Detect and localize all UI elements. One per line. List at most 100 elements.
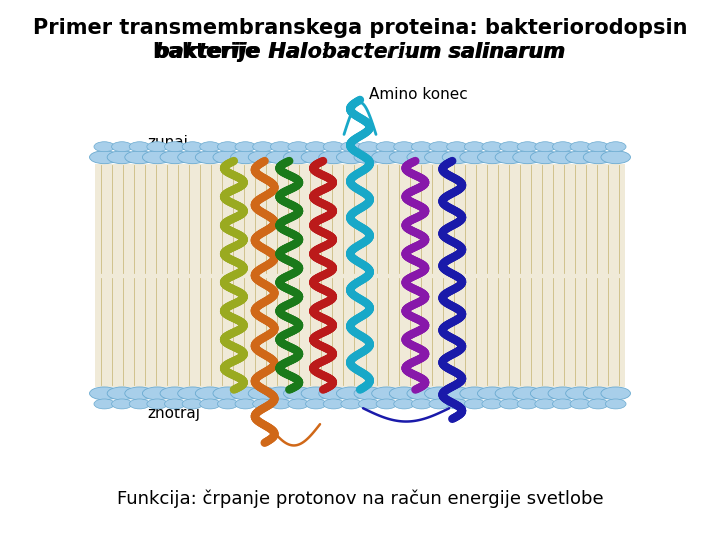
Ellipse shape: [425, 151, 454, 164]
Ellipse shape: [107, 151, 137, 164]
Text: bakterije: bakterije: [303, 42, 417, 62]
Ellipse shape: [160, 387, 189, 400]
Ellipse shape: [429, 141, 450, 152]
Ellipse shape: [164, 399, 185, 409]
Ellipse shape: [513, 151, 542, 164]
Ellipse shape: [129, 399, 150, 409]
Ellipse shape: [248, 387, 278, 400]
Ellipse shape: [601, 151, 631, 164]
Text: Funkcija: črpanje protonov na račun energije svetlobe: Funkcija: črpanje protonov na račun ener…: [117, 489, 603, 508]
Ellipse shape: [464, 141, 485, 152]
Ellipse shape: [323, 141, 344, 152]
Bar: [96, 164, 624, 387]
Ellipse shape: [284, 387, 313, 400]
Ellipse shape: [143, 151, 172, 164]
Ellipse shape: [535, 399, 556, 409]
Ellipse shape: [376, 399, 397, 409]
Text: Amino konec: Amino konec: [369, 87, 468, 102]
Ellipse shape: [160, 151, 189, 164]
Ellipse shape: [323, 399, 344, 409]
Ellipse shape: [588, 399, 608, 409]
Ellipse shape: [89, 151, 119, 164]
Ellipse shape: [495, 387, 525, 400]
Ellipse shape: [195, 387, 225, 400]
Ellipse shape: [429, 399, 450, 409]
Ellipse shape: [601, 387, 631, 400]
Ellipse shape: [359, 399, 379, 409]
Ellipse shape: [570, 399, 591, 409]
Ellipse shape: [390, 387, 419, 400]
Ellipse shape: [217, 399, 238, 409]
Ellipse shape: [531, 151, 560, 164]
Ellipse shape: [301, 387, 330, 400]
Ellipse shape: [407, 151, 436, 164]
Ellipse shape: [442, 151, 472, 164]
Ellipse shape: [341, 399, 361, 409]
Ellipse shape: [213, 387, 243, 400]
Ellipse shape: [147, 399, 168, 409]
Ellipse shape: [570, 141, 591, 152]
Ellipse shape: [129, 141, 150, 152]
Text: Primer transmembranskega proteina: bakteriorodopsin: Primer transmembranskega proteina: bakte…: [32, 18, 688, 38]
Ellipse shape: [517, 141, 538, 152]
Ellipse shape: [477, 387, 507, 400]
Ellipse shape: [288, 399, 309, 409]
Ellipse shape: [394, 399, 415, 409]
Text: Halobacterium salinarum: Halobacterium salinarum: [269, 42, 566, 62]
Ellipse shape: [517, 399, 538, 409]
Ellipse shape: [341, 141, 361, 152]
Ellipse shape: [535, 141, 556, 152]
Ellipse shape: [199, 399, 220, 409]
Ellipse shape: [588, 141, 608, 152]
Ellipse shape: [513, 387, 542, 400]
Ellipse shape: [147, 141, 168, 152]
Ellipse shape: [125, 387, 154, 400]
Ellipse shape: [319, 387, 348, 400]
Ellipse shape: [372, 387, 401, 400]
Ellipse shape: [89, 387, 119, 400]
Ellipse shape: [446, 399, 467, 409]
Ellipse shape: [583, 151, 613, 164]
Ellipse shape: [107, 387, 137, 400]
Ellipse shape: [442, 387, 472, 400]
Ellipse shape: [606, 141, 626, 152]
Ellipse shape: [270, 399, 291, 409]
Ellipse shape: [495, 151, 525, 164]
Ellipse shape: [178, 151, 207, 164]
Ellipse shape: [460, 387, 490, 400]
Ellipse shape: [566, 151, 595, 164]
Ellipse shape: [477, 151, 507, 164]
Ellipse shape: [112, 399, 132, 409]
Text: znotraj: znotraj: [148, 406, 201, 421]
Ellipse shape: [500, 399, 521, 409]
Ellipse shape: [407, 387, 436, 400]
Ellipse shape: [390, 151, 419, 164]
Ellipse shape: [548, 151, 577, 164]
Ellipse shape: [284, 151, 313, 164]
Ellipse shape: [411, 399, 432, 409]
Ellipse shape: [235, 141, 256, 152]
Ellipse shape: [552, 141, 573, 152]
Ellipse shape: [178, 387, 207, 400]
Ellipse shape: [266, 151, 295, 164]
Ellipse shape: [548, 387, 577, 400]
Ellipse shape: [182, 399, 203, 409]
Ellipse shape: [305, 399, 326, 409]
Ellipse shape: [235, 399, 256, 409]
Ellipse shape: [376, 141, 397, 152]
Ellipse shape: [566, 387, 595, 400]
Text: bakterije Halobacterium salinarum: bakterije Halobacterium salinarum: [156, 42, 564, 62]
Ellipse shape: [336, 151, 366, 164]
Ellipse shape: [143, 387, 172, 400]
Ellipse shape: [270, 141, 291, 152]
Ellipse shape: [253, 141, 274, 152]
Text: zunaj: zunaj: [148, 135, 189, 150]
Ellipse shape: [354, 387, 384, 400]
Ellipse shape: [305, 141, 326, 152]
Ellipse shape: [301, 151, 330, 164]
Ellipse shape: [125, 151, 154, 164]
Ellipse shape: [288, 141, 309, 152]
Ellipse shape: [230, 387, 260, 400]
Ellipse shape: [359, 141, 379, 152]
Ellipse shape: [411, 141, 432, 152]
